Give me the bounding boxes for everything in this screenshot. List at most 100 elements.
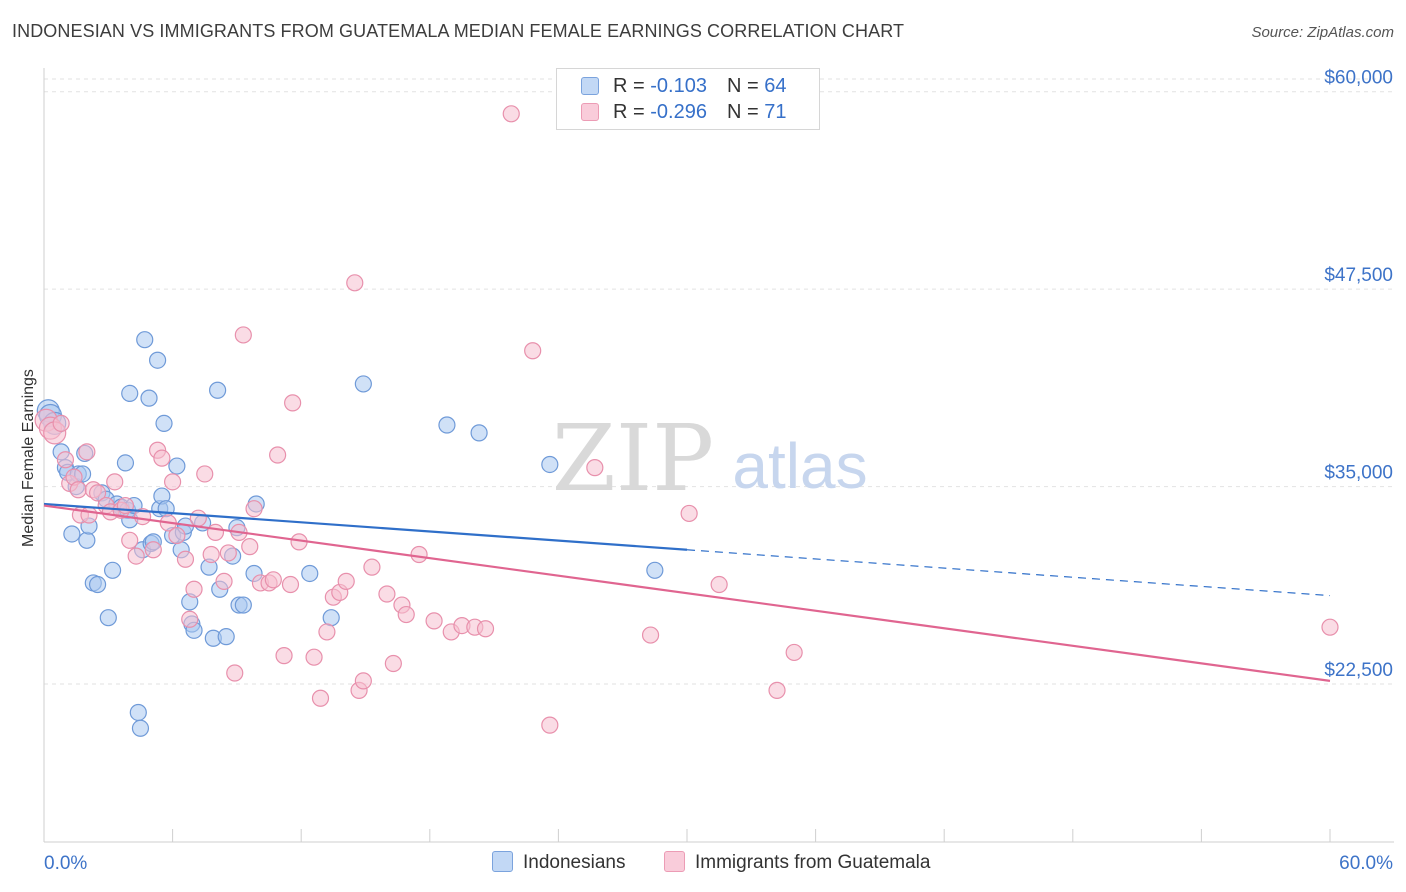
watermark-atlas: atlas: [732, 430, 867, 502]
legend-r-value: -0.103: [650, 75, 707, 97]
stats-legend: R = -0.103 N = 64 R = -0.296 N = 71: [556, 68, 820, 130]
watermark-zip: ZIP: [552, 405, 714, 512]
x-tick-label-max: 60.0%: [1339, 853, 1393, 874]
bottom-legend-label: Immigrants from Guatemala: [695, 852, 931, 873]
guatemala-point: [281, 575, 300, 594]
indonesian-point: [209, 381, 227, 399]
indonesian-point: [78, 531, 96, 549]
guatemala-point: [524, 342, 542, 360]
guatemala-point: [189, 509, 207, 527]
indonesian-point: [136, 331, 154, 349]
guatemala-point: [346, 274, 364, 292]
legend-row-indonesians: R = -0.103 N = 64: [581, 75, 786, 99]
indonesian-point: [99, 609, 117, 627]
indonesians-trend-line: [43, 502, 688, 551]
indonesian-point: [354, 375, 372, 393]
legend-row-guatemala: R = -0.296 N = 71: [581, 101, 786, 125]
grid-lines: [44, 78, 1394, 685]
guatemala-point: [710, 575, 728, 594]
indonesian-point: [116, 454, 135, 472]
indonesian-point: [541, 455, 559, 474]
indonesian-point: [155, 414, 173, 433]
guatemala-point: [127, 547, 145, 565]
guatemala-point: [305, 648, 323, 666]
guatemala-point: [318, 623, 336, 641]
guatemala-point: [541, 716, 559, 734]
guatemala-point: [196, 465, 214, 483]
y-tick-label: $47,500: [1324, 265, 1393, 286]
indonesian-point: [63, 525, 81, 543]
guatemala-point: [78, 443, 96, 461]
legend-n-value: 71: [764, 101, 787, 123]
legend-r-label: R =: [613, 75, 651, 97]
guatemala-point: [52, 414, 70, 433]
x-tick-label-min: 0.0%: [44, 853, 87, 874]
guatemala-point: [641, 626, 660, 644]
axes: [43, 68, 1394, 843]
legend-n-label: N =: [726, 101, 765, 123]
guatemala-point: [269, 446, 287, 464]
guatemala-point: [144, 541, 162, 559]
guatemala-point: [410, 545, 428, 564]
guatemala-point: [168, 526, 186, 545]
indonesian-point: [88, 575, 107, 594]
guatemala-point: [378, 585, 396, 603]
bottom-legend-label: Indonesians: [523, 852, 626, 873]
guatemala-trend-line: [43, 504, 1331, 682]
guatemala-point: [202, 545, 220, 564]
legend-r-label: R =: [613, 101, 651, 123]
guatemala-point: [153, 449, 171, 467]
bottom-legend-guatemala: Immigrants from Guatemala: [664, 851, 930, 874]
indonesian-point: [301, 564, 319, 583]
chart-title: INDONESIAN VS IMMIGRANTS FROM GUATEMALA …: [12, 21, 905, 41]
bottom-legend-swatch-guatemala: [664, 851, 685, 872]
indonesian-point: [438, 416, 456, 434]
indonesian-point: [217, 628, 235, 646]
indonesian-point: [148, 351, 167, 369]
legend-n-value: 64: [764, 75, 787, 97]
trend-lines: [43, 502, 1331, 682]
indonesian-point: [322, 609, 340, 627]
guatemala-point: [785, 643, 803, 662]
guatemala-point: [206, 523, 225, 542]
guatemala-point: [88, 484, 107, 502]
guatemala-point: [181, 610, 199, 628]
bottom-legend-indonesians: Indonesians: [492, 851, 625, 874]
guatemala-point: [226, 664, 244, 682]
guatemala-point: [476, 620, 495, 638]
indonesian-point: [140, 389, 158, 407]
guatemala-point: [502, 105, 520, 123]
guatemala-point: [176, 550, 195, 568]
legend-r-value: -0.296: [650, 101, 707, 123]
guatemala-point: [164, 473, 182, 491]
indonesian-point: [646, 561, 664, 579]
indonesian-point: [157, 500, 175, 518]
legend-swatch-guatemala: [581, 103, 599, 121]
guatemala-point: [586, 459, 604, 477]
guatemala-point: [241, 538, 259, 556]
indonesians-trend-extension: [686, 549, 1331, 597]
indonesian-point: [121, 384, 139, 402]
guatemala-point: [354, 672, 372, 690]
guatemala-point: [384, 654, 402, 673]
guatemala-point: [234, 326, 252, 344]
guatemala-point: [397, 605, 415, 624]
indonesian-point: [168, 457, 186, 475]
guatemala-point: [337, 572, 355, 590]
guatemala-point: [106, 473, 124, 491]
guatemala-point: [185, 580, 203, 598]
guatemala-point: [69, 481, 87, 499]
guatemala-point: [680, 504, 698, 523]
indonesian-point: [131, 719, 150, 737]
guatemala-point: [264, 571, 282, 589]
guatemala-point: [215, 572, 233, 590]
indonesian-point: [129, 703, 147, 722]
guatemala-point: [121, 531, 139, 549]
guatemala-point: [425, 612, 443, 630]
bottom-legend-swatch-indonesians: [492, 851, 513, 872]
guatemala-point: [80, 506, 98, 524]
watermark: ZIP atlas: [552, 405, 868, 512]
indonesian-point: [103, 561, 122, 579]
guatemala-point: [311, 689, 330, 707]
